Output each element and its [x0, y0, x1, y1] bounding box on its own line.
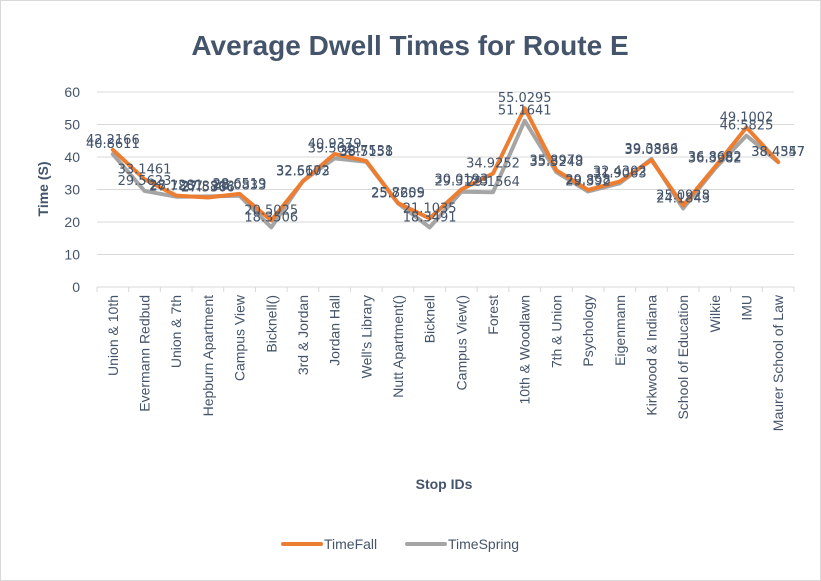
data-label: 27.5366	[181, 181, 235, 196]
data-label: 34.9252	[466, 156, 520, 171]
data-label: 42.2166	[86, 133, 140, 148]
data-label: 39.5621	[308, 141, 362, 156]
data-label: 29.3123	[434, 175, 488, 190]
y-axis-title: Time (S)	[35, 162, 51, 217]
data-label: 38.5158	[339, 145, 393, 160]
x-tick-label: IMU	[738, 295, 754, 321]
y-tick-label: 50	[64, 117, 80, 133]
data-label: 35.8979	[530, 153, 584, 168]
data-label: 33.1461	[118, 162, 172, 177]
x-tick-label: 10th & Woodlawn	[517, 295, 533, 404]
data-label: 39.0333	[625, 143, 679, 158]
data-label: 29.858	[565, 173, 611, 188]
data-label: 40.8611	[86, 137, 140, 152]
data-label: 29.392	[565, 174, 611, 189]
data-label: 38.7531	[339, 144, 393, 159]
data-label: 31.9063	[593, 166, 647, 181]
x-tick-label: Campus View	[232, 294, 248, 381]
data-label: 25.8209	[371, 186, 425, 201]
data-label: 38.4347	[751, 145, 805, 160]
data-label: 51.1641	[498, 104, 552, 119]
x-tick-label: Hepburn Apartment	[200, 295, 216, 417]
x-tick-label: Nutt Apartment()	[390, 295, 406, 398]
data-label: 29.1564	[466, 175, 520, 190]
x-tick-label: Forest	[485, 295, 501, 335]
data-label: 55.0295	[498, 91, 552, 106]
data-label: 35.3248	[530, 155, 584, 170]
y-tick-label: 40	[64, 149, 80, 165]
data-label: 30.0193	[434, 172, 488, 187]
x-tick-label: Psychology	[580, 295, 596, 367]
x-tick-label: Bicknell()	[263, 295, 279, 353]
data-label: 32.4302	[593, 165, 647, 180]
y-tick-label: 30	[64, 182, 80, 198]
data-label: 32.6602	[276, 164, 330, 179]
data-label: 27.8803	[181, 179, 235, 194]
data-label: 28.1281	[149, 179, 203, 194]
data-label: 18.3506	[244, 210, 298, 225]
chart-title: Average Dwell Times for Route E	[191, 30, 628, 61]
x-tick-label: Wilkie	[707, 295, 723, 333]
x-tick-label: Maurer School of Law	[770, 294, 786, 431]
data-label: 36.8682	[688, 150, 742, 165]
data-label: 28.0833	[213, 179, 267, 194]
x-tick-label: Kirkwood & Indiana	[643, 295, 659, 416]
data-label: 32.5173	[276, 164, 330, 179]
x-tick-label: School of Education	[675, 295, 691, 420]
x-tick-label: 3rd & Jordan	[295, 295, 311, 375]
x-tick-label: Eigenmann	[612, 295, 628, 366]
data-label: 24.1843	[656, 191, 710, 206]
y-tick-label: 20	[64, 214, 80, 230]
data-label: 18.3491	[403, 210, 457, 225]
series-lines	[110, 106, 781, 230]
data-label: 25.7655	[371, 186, 425, 201]
legend: TimeFall TimeSpring	[281, 536, 519, 552]
x-tick-label: Union & 7th	[168, 295, 184, 368]
data-label: 20.5025	[244, 203, 298, 218]
x-tick-label: Jordan Hall	[327, 295, 343, 366]
x-tick-label: Campus View()	[453, 295, 469, 390]
data-label: 28.6519	[213, 177, 267, 192]
data-label: 21.1035	[403, 201, 457, 216]
y-tick-label: 10	[64, 247, 80, 263]
data-label: 25.0928	[656, 188, 710, 203]
legend-label: TimeFall	[324, 536, 377, 552]
y-tick-label: 60	[64, 84, 80, 100]
data-label: 27.7857	[149, 180, 203, 195]
data-label: 36.3982	[688, 152, 742, 167]
data-label: 39.3866	[625, 142, 679, 157]
x-tick-label: Well's Library	[358, 295, 374, 378]
data-label: 38.4557	[751, 145, 805, 160]
data-label: 29.5623	[118, 174, 172, 189]
data-label: 40.9379	[308, 137, 362, 152]
x-axis-title: Stop IDs	[416, 476, 473, 492]
x-tick-label: Bicknell	[422, 295, 438, 343]
y-tick-label: 0	[72, 279, 80, 295]
legend-label: TimeSpring	[448, 536, 519, 552]
x-tick-label: Evermann Redbud	[137, 295, 153, 412]
x-tick-label: Union & 10th	[105, 295, 121, 376]
x-tick-label: 7th & Union	[548, 295, 564, 368]
x-axis	[96, 286, 795, 292]
x-axis-ticks: Union & 10th Evermann Redbud Union & 7th He…	[105, 294, 786, 431]
data-label: 46.5825	[720, 119, 774, 134]
series-line-TimeFall	[110, 106, 781, 223]
gridlines	[97, 91, 794, 255]
y-axis-ticks: 0 10 20 30 40 50 60	[64, 84, 80, 295]
data-label: 49.1002	[720, 110, 774, 125]
